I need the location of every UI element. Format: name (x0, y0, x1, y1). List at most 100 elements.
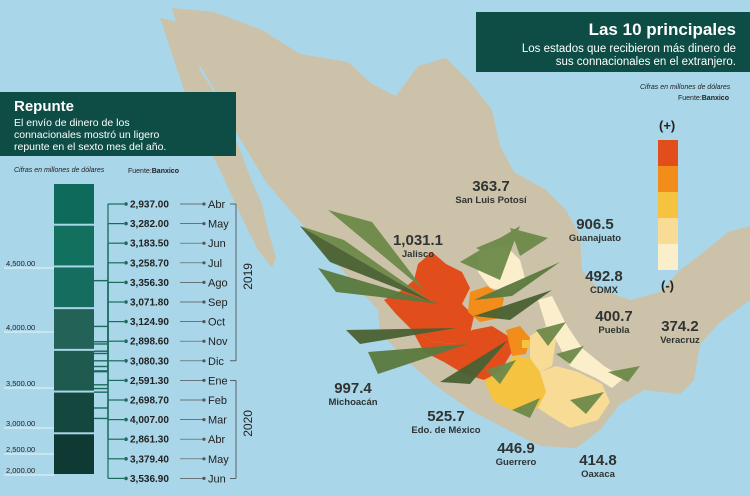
state-label-slp: 363.7 San Luis Potosí (444, 178, 538, 206)
stack-block-6 (54, 392, 94, 433)
edomex-shape (506, 326, 530, 356)
state-value-slp: 363.7 (472, 178, 510, 195)
state-label-michoacan: 997.4 Michoacán (318, 380, 388, 408)
legend-color-4 (658, 218, 678, 244)
legend-minus: (-) (661, 278, 674, 293)
stack-block-3 (54, 267, 94, 308)
axis-tick-label-4: 3,000.00 (6, 419, 35, 428)
value-label-3: 3,183.50 (130, 239, 169, 250)
state-name-edomex: Edo. de México (411, 425, 481, 436)
state-value-michoacan: 997.4 (334, 380, 372, 397)
state-name-slp: San Luis Potosí (455, 195, 527, 206)
state-value-edomex: 525.7 (427, 408, 465, 425)
value-dot-12 (124, 417, 128, 422)
month-label-4: Jul (208, 258, 222, 270)
top-banner-subtitle: Los estados que recibieron más dinero de… (521, 43, 736, 68)
veracruz-shape (538, 296, 624, 388)
chart-source: Fuente:Banxico (128, 168, 179, 175)
value-dot-5 (124, 280, 128, 285)
value-dot-7 (124, 319, 128, 324)
state-name-puebla: Puebla (598, 325, 630, 336)
state-label-cdmx: 492.8 CDMX (574, 268, 634, 296)
value-dot-15 (124, 476, 128, 481)
row-dot-4 (202, 261, 206, 265)
value-label-4: 3,258.70 (130, 258, 169, 269)
value-label-13: 2,861.30 (130, 435, 169, 446)
value-dot-6 (124, 300, 128, 304)
year-label-2019: 2019 (241, 263, 255, 290)
chart-source-prefix: Fuente: (128, 168, 152, 175)
mainland-shape (172, 8, 750, 448)
value-label-9: 3,080.30 (130, 356, 169, 367)
month-label-10: Ene (208, 375, 228, 387)
state-value-puebla: 400.7 (595, 308, 633, 325)
month-label-11: Feb (208, 395, 227, 407)
legend-color-1 (658, 140, 678, 166)
month-label-7: Oct (208, 317, 225, 329)
value-dot-10 (124, 378, 128, 383)
stack-block-1 (54, 184, 94, 224)
month-label-5: Ago (208, 277, 228, 289)
row-dot-12 (202, 418, 206, 422)
legend-source: Fuente:Banxico (678, 95, 729, 102)
state-label-edomex: 525.7 Edo. de México (396, 408, 496, 436)
remittance-chart: 4,500.00 4,000.00 3,500.00 3,000.00 2,500.00… (4, 184, 255, 485)
state-name-cdmx: CDMX (590, 285, 618, 296)
value-dot-1 (124, 202, 128, 206)
value-label-6: 3,071.80 (130, 298, 169, 309)
value-dot-9 (124, 359, 128, 363)
legend-color-3 (658, 192, 678, 218)
legend-note: Cifras en millones de dólares (640, 84, 731, 91)
state-name-jalisco: Jalisco (401, 249, 435, 260)
value-dot-11 (124, 398, 128, 402)
row-dot-2 (202, 222, 206, 226)
value-label-7: 3,124.90 (130, 317, 169, 328)
month-label-15: Jun (208, 473, 226, 485)
cdmx-shape (522, 340, 530, 348)
axis-tick-label-6: 2,000.00 (6, 466, 35, 475)
state-label-veracruz: 374.2 Veracruz (648, 318, 712, 346)
legend-color-5 (658, 244, 678, 270)
value-dot-3 (124, 241, 128, 245)
left-banner-subtitle: El envío de dinero de los connacionales … (14, 117, 167, 153)
legend-source-prefix: Fuente: (678, 95, 702, 102)
row-dot-15 (202, 476, 206, 480)
month-label-8: Nov (208, 336, 228, 348)
top-banner-title: Las 10 principales (588, 20, 736, 39)
stack-block-7 (54, 434, 94, 474)
row-dot-10 (202, 378, 206, 382)
state-value-guerrero: 446.9 (497, 440, 535, 457)
guerrero-shape (484, 356, 546, 412)
stack-block-5 (54, 350, 94, 391)
row-dot-6 (202, 300, 206, 304)
axis-tick-label-5: 2,500.00 (6, 445, 35, 454)
value-dot-14 (124, 457, 128, 461)
state-value-veracruz: 374.2 (661, 318, 699, 335)
value-label-15: 3,536.90 (130, 474, 169, 485)
month-label-14: May (208, 454, 229, 466)
legend-color-2 (658, 166, 678, 192)
stack-block-2 (54, 225, 94, 266)
state-name-guanajuato: Guanajuato (568, 233, 622, 244)
state-name-guerrero: Guerrero (495, 457, 537, 468)
state-name-michoacan: Michoacán (328, 397, 378, 408)
state-label-guerrero: 446.9 Guerrero (486, 440, 546, 468)
row-dot-14 (202, 457, 206, 461)
row-dot-1 (202, 202, 206, 206)
state-name-oaxaca: Oaxaca (581, 469, 615, 480)
month-label-3: Jun (208, 238, 226, 250)
value-dot-8 (124, 339, 128, 343)
state-value-jalisco: 1,031.1 (392, 232, 444, 249)
axis-tick-label-2: 4,000.00 (6, 323, 35, 332)
left-banner: Repunte El envío de dinero de los connac… (0, 92, 236, 156)
axis-tick-label-3: 3,500.00 (6, 379, 35, 388)
paper-airplanes (300, 210, 640, 418)
row-dot-9 (202, 359, 206, 363)
month-label-13: Abr (208, 434, 225, 446)
state-name-veracruz: Veracruz (660, 335, 700, 346)
state-value-oaxaca: 414.8 (579, 452, 617, 469)
value-label-14: 3,379.40 (130, 454, 169, 465)
jalisco-shape (384, 252, 474, 344)
